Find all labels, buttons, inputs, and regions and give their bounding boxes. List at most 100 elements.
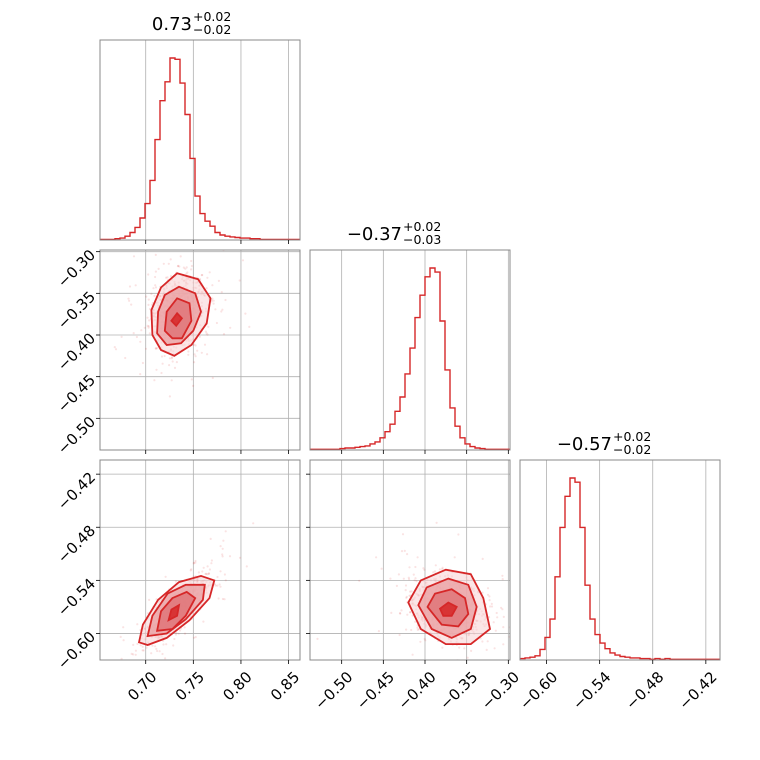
point: [218, 583, 221, 586]
point: [194, 355, 197, 358]
point: [168, 357, 171, 360]
point: [414, 577, 417, 580]
point: [502, 626, 505, 629]
point: [163, 354, 166, 358]
point: [176, 265, 180, 268]
point: [405, 628, 408, 631]
point: [185, 272, 188, 275]
point: [486, 593, 490, 596]
point: [522, 600, 524, 602]
x-tick-label: −0.40: [395, 668, 440, 713]
point: [219, 545, 222, 548]
point: [136, 642, 139, 646]
title-value: −0.37: [347, 224, 402, 245]
contour-fill-0: [168, 605, 179, 621]
panel-2-0: [96, 459, 301, 664]
point: [399, 612, 402, 615]
point: [403, 549, 406, 553]
point: [221, 555, 224, 558]
point: [134, 649, 137, 652]
title-minus: −0.02: [193, 22, 231, 37]
point: [501, 574, 504, 577]
point: [113, 346, 116, 349]
point: [541, 664, 543, 666]
point: [377, 630, 380, 633]
point: [147, 298, 150, 301]
panel-frame: [99, 39, 301, 241]
contour-line-0: [167, 603, 181, 622]
point: [501, 608, 504, 611]
point: [186, 271, 189, 274]
point: [221, 597, 224, 601]
point: [207, 572, 210, 576]
point: [217, 279, 220, 282]
point: [169, 258, 172, 261]
point: [168, 364, 171, 367]
histogram-1: [310, 267, 510, 450]
y-tick-label: −0.30: [54, 246, 99, 291]
point: [486, 587, 490, 590]
panel-2-2: [519, 459, 721, 664]
point: [177, 264, 180, 267]
point: [452, 675, 454, 677]
x-tick-label: −0.45: [353, 668, 398, 713]
point: [145, 646, 148, 649]
point: [494, 629, 497, 632]
title-value: 0.73: [152, 14, 192, 35]
point: [400, 550, 404, 553]
point: [522, 635, 524, 637]
y-tick-label: −0.35: [54, 288, 99, 333]
point: [450, 670, 452, 672]
point: [114, 348, 118, 351]
point: [162, 262, 165, 265]
point: [221, 308, 224, 311]
point: [380, 567, 383, 570]
contour-line-1: [426, 588, 470, 628]
point: [147, 273, 150, 276]
point: [122, 626, 125, 629]
point: [358, 579, 361, 582]
point: [500, 669, 502, 671]
point: [206, 565, 209, 568]
point: [128, 299, 131, 302]
panel-content: [316, 521, 543, 677]
point: [480, 674, 482, 676]
point: [224, 579, 227, 582]
point: [178, 265, 181, 268]
point: [219, 585, 222, 588]
point: [412, 573, 415, 576]
point: [147, 326, 150, 329]
point: [400, 609, 403, 612]
point: [161, 362, 164, 365]
point: [208, 568, 211, 571]
point: [206, 353, 209, 356]
y-tick-label: −0.48: [54, 522, 99, 567]
param-title-2: −0.57 +0.02−0.02: [557, 429, 651, 457]
title-minus: −0.02: [613, 442, 651, 457]
point: [223, 598, 226, 601]
histogram-2: [520, 477, 720, 660]
point: [150, 652, 153, 655]
point: [135, 335, 138, 339]
point: [501, 578, 504, 581]
point: [157, 267, 160, 270]
x-tick-label: −0.50: [311, 668, 356, 713]
point: [172, 644, 175, 647]
panel-content: [113, 250, 251, 398]
point: [408, 594, 411, 597]
point: [166, 276, 169, 279]
point: [492, 621, 495, 624]
point: [422, 567, 425, 570]
point: [502, 615, 505, 619]
point: [466, 656, 469, 659]
point: [120, 657, 123, 660]
point: [229, 326, 232, 329]
point: [245, 565, 248, 568]
point: [183, 626, 186, 629]
point: [132, 255, 136, 258]
point: [171, 360, 174, 363]
point: [441, 566, 444, 569]
point: [228, 555, 232, 558]
point: [435, 521, 438, 524]
point: [441, 567, 444, 571]
